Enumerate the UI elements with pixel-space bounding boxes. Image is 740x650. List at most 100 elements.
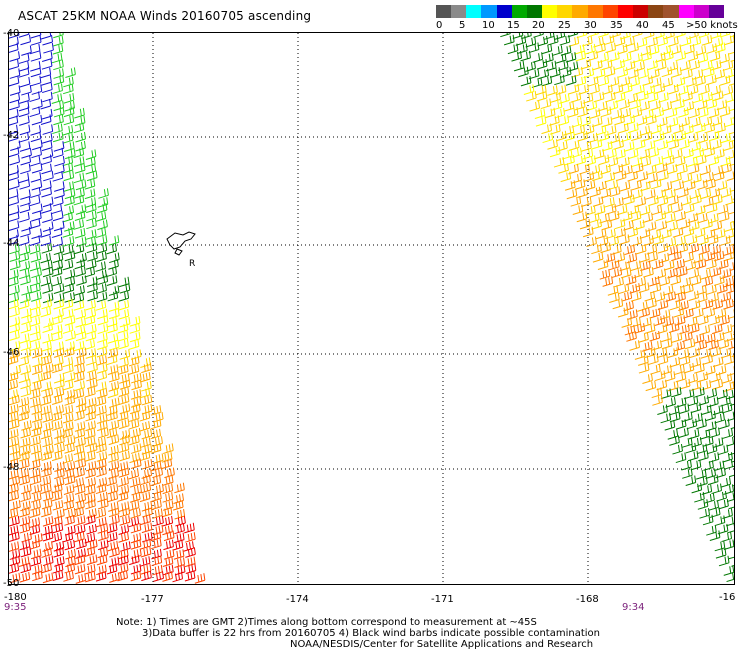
wind-barb xyxy=(684,338,696,350)
wind-barb xyxy=(106,266,118,278)
wind-barb xyxy=(31,114,43,126)
wind-barb xyxy=(29,235,41,246)
lat-label-44: -44 xyxy=(3,238,20,249)
wind-barb xyxy=(73,122,85,134)
wind-barb xyxy=(9,243,20,255)
wind-barb xyxy=(675,452,687,464)
wind-barb xyxy=(117,322,129,334)
wind-barb xyxy=(42,412,54,423)
wind-barb xyxy=(64,195,75,207)
wind-barb xyxy=(718,555,730,567)
wind-barb xyxy=(9,220,20,231)
wind-barb xyxy=(30,61,41,72)
wind-barb xyxy=(620,33,631,40)
wind-barb xyxy=(683,252,694,263)
scale-label-40: 40 xyxy=(636,20,649,31)
wind-barb xyxy=(40,395,52,406)
wind-barb xyxy=(726,149,734,160)
wind-barb xyxy=(51,203,63,215)
wind-barb xyxy=(651,340,663,351)
wind-barb xyxy=(714,515,726,527)
wind-barb xyxy=(128,554,140,566)
wind-barb xyxy=(564,180,576,191)
wind-barb xyxy=(10,451,21,462)
wind-barb xyxy=(642,75,654,87)
wind-barb xyxy=(108,501,119,512)
wind-barb xyxy=(655,210,667,222)
wind-barb xyxy=(682,468,693,479)
wind-barb xyxy=(574,124,586,136)
wind-barb xyxy=(108,506,120,518)
wind-barb xyxy=(668,36,679,47)
wind-barb xyxy=(86,370,97,382)
wind-barb xyxy=(724,250,734,262)
wind-barb xyxy=(62,356,74,368)
wind-barb xyxy=(679,116,690,128)
wind-barb xyxy=(658,252,670,264)
wind-barb xyxy=(668,405,680,416)
wind-barb xyxy=(649,68,660,79)
wind-barb xyxy=(550,92,561,103)
wind-barb xyxy=(20,491,32,503)
wind-barb xyxy=(32,533,43,544)
wind-barb xyxy=(29,539,41,550)
wind-barb xyxy=(9,436,20,448)
wind-barb xyxy=(564,130,576,142)
wind-barb xyxy=(614,59,625,70)
wind-barb xyxy=(53,387,65,398)
wind-barb xyxy=(109,308,120,320)
wind-barb xyxy=(29,507,41,518)
wind-barb xyxy=(85,514,96,526)
wind-barb xyxy=(107,491,119,503)
wind-barb xyxy=(718,498,729,510)
wind-barb xyxy=(708,500,720,511)
wind-barb xyxy=(19,76,31,88)
wind-barb xyxy=(63,468,75,480)
wind-barb xyxy=(20,154,32,166)
wind-barb xyxy=(184,522,195,534)
wind-barb xyxy=(29,156,41,167)
wind-barb xyxy=(87,251,98,262)
wind-barb xyxy=(634,349,646,360)
wind-barb xyxy=(63,484,75,495)
wind-barb xyxy=(98,188,109,199)
wind-barb xyxy=(723,299,734,310)
wind-barb xyxy=(30,307,41,319)
wind-barb xyxy=(51,52,63,64)
wind-barb xyxy=(117,563,129,574)
wind-barb xyxy=(75,317,86,328)
wind-barb xyxy=(31,147,42,159)
wind-barb xyxy=(674,364,685,376)
wind-barb xyxy=(727,283,734,294)
wind-barb xyxy=(141,394,153,406)
wind-barb xyxy=(518,66,529,78)
wind-barb xyxy=(709,187,721,199)
wind-barb xyxy=(589,108,601,119)
wind-barb xyxy=(10,499,21,511)
wind-barb xyxy=(727,309,734,320)
wind-barb xyxy=(688,323,700,334)
wind-barb xyxy=(728,474,734,478)
wind-barb xyxy=(603,34,615,46)
wind-barb xyxy=(9,154,20,166)
wind-barb xyxy=(726,171,734,182)
wind-barb xyxy=(41,154,52,166)
wind-barb xyxy=(64,250,76,262)
wind-barb xyxy=(558,115,570,126)
wind-barb xyxy=(708,396,719,408)
wind-barb xyxy=(30,426,42,438)
wind-barb xyxy=(707,234,719,246)
wind-barb xyxy=(150,530,162,542)
wind-barb xyxy=(140,538,152,550)
wind-barb xyxy=(698,33,710,39)
wind-barb xyxy=(536,90,548,102)
wind-barb xyxy=(52,314,63,326)
wind-barb xyxy=(630,317,641,328)
wind-barb xyxy=(705,179,716,190)
wind-barb xyxy=(604,197,615,208)
wind-barb xyxy=(711,483,723,495)
wind-barb xyxy=(54,434,65,446)
wind-barb xyxy=(721,531,733,543)
wind-barb xyxy=(645,189,656,200)
wind-barb xyxy=(701,404,712,416)
